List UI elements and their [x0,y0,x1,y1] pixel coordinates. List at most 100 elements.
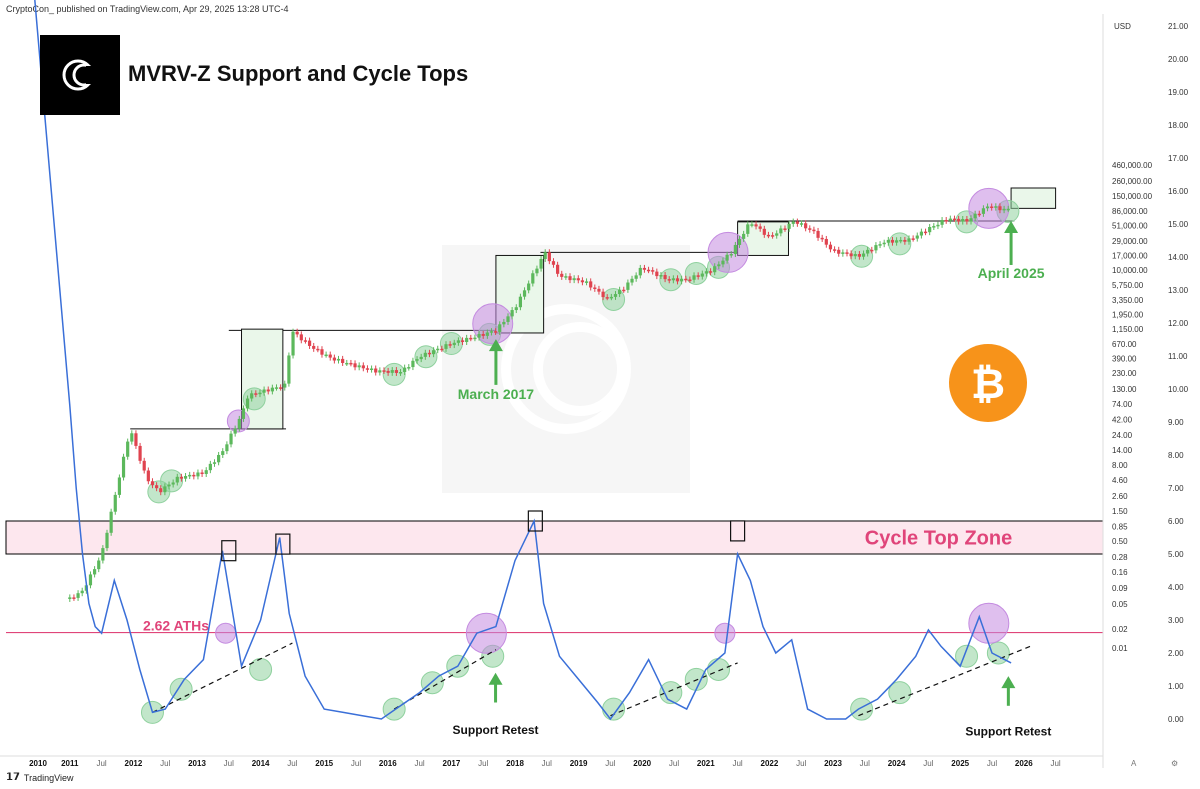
footer-brand: TradingView [23,772,74,783]
mvrv-tick-label: 0.00 [1168,715,1184,724]
price-tick-label: 150,000.00 [1112,192,1153,201]
price-candle [804,223,808,229]
time-tick-label: Jul [351,759,361,768]
price-candle [142,460,146,471]
price-candle [878,244,882,246]
mvrv-tick-label: 5.00 [1168,550,1184,559]
price-candle [572,278,576,281]
cycle-expansion-box [241,328,284,430]
price-candle [936,224,940,227]
price-candle [489,331,494,333]
price-candle [415,359,419,361]
price-candle [183,476,188,479]
price-candle [320,349,324,355]
price-candle [671,278,675,281]
price-candle [72,597,76,599]
price-candle [295,331,299,335]
price-candle [150,481,155,486]
price-candle [518,296,523,308]
price-candle [68,597,72,599]
chart-title: MVRV-Z Support and Cycle Tops [128,61,468,86]
price-candle [919,231,924,236]
price-tick-label: 0.02 [1112,625,1128,634]
price-candle [535,268,539,274]
price-candle [663,275,667,280]
watermark-panel [442,245,690,493]
price-candle [369,368,374,371]
annotation-support-retest: Support Retest [453,723,539,737]
time-tick-label: 2023 [824,759,842,768]
price-candle [589,281,593,288]
price-candle [291,331,295,356]
axis-corner-gear[interactable]: ⚙ [1171,759,1178,768]
price-candle [560,273,564,277]
price-candle [1002,208,1006,211]
cycle-top-marker [275,533,291,555]
price-candle [138,445,142,461]
price-candle [717,264,721,267]
price-candle [407,367,411,369]
time-tick-label: Jul [987,759,997,768]
price-candle [779,228,783,234]
price-candle [539,258,543,269]
mvrv-support-circle [850,697,874,721]
time-tick-label: Jul [542,759,552,768]
price-candle [179,476,184,479]
watermark-logo [501,304,631,434]
price-candle [973,213,977,219]
price-candle [680,278,684,282]
price-candle [944,220,948,222]
mvrv-tick-label: 21.00 [1168,22,1189,31]
price-candle [324,354,328,357]
price-candle [469,337,473,340]
price-tick-label: 74.00 [1112,400,1133,409]
price-candle [634,275,638,279]
price-candle [423,352,427,357]
mvrv-tick-label: 20.00 [1168,55,1189,64]
price-candle [386,370,390,373]
annotation-april-2025: April 2025 [978,265,1045,281]
price-candle [630,278,634,283]
price-candle [576,278,580,281]
price-candle [117,477,122,495]
price-candle [365,368,370,370]
price-candle [985,206,990,209]
annotation-support-retest: Support Retest [965,725,1051,739]
time-tick-label: 2025 [951,759,969,768]
price-tick-label: 17,000.00 [1112,251,1148,260]
cycle-expansion-box [1010,187,1057,209]
price-tick-label: 0.01 [1112,644,1128,653]
price-candle [870,249,874,252]
time-tick-label: Jul [860,759,870,768]
price-tick-label: 51,000.00 [1112,221,1148,230]
price-candle [93,569,97,575]
price-candle [266,389,270,392]
price-candle [729,254,733,256]
time-tick-label: Jul [224,759,234,768]
price-candle [998,206,1002,211]
price-arrow-head [1004,220,1019,233]
mvrv-tick-label: 14.00 [1168,253,1189,262]
price-candle [316,348,320,351]
price-candle [721,260,725,265]
price-support-circle [382,362,406,386]
price-candle [382,370,386,372]
price-candle [225,444,229,452]
mvrv-ath-circle [968,602,1010,644]
annotation-march-2017: March 2017 [458,386,534,402]
price-candle [245,398,250,409]
mvrv-tick-label: 3.00 [1168,616,1184,625]
price-candle [498,324,502,332]
price-candle [692,275,696,280]
price-candle [601,291,605,298]
mvrv-tick-label: 7.00 [1168,484,1184,493]
mvrv-support-circle [602,697,626,721]
price-candle [882,242,886,245]
time-tick-label: Jul [287,759,297,768]
cycle-top-marker [221,540,237,562]
logo-icon [62,59,96,91]
support-trendline [152,642,293,713]
price-candle [618,289,622,295]
time-tick-label: Jul [796,759,806,768]
